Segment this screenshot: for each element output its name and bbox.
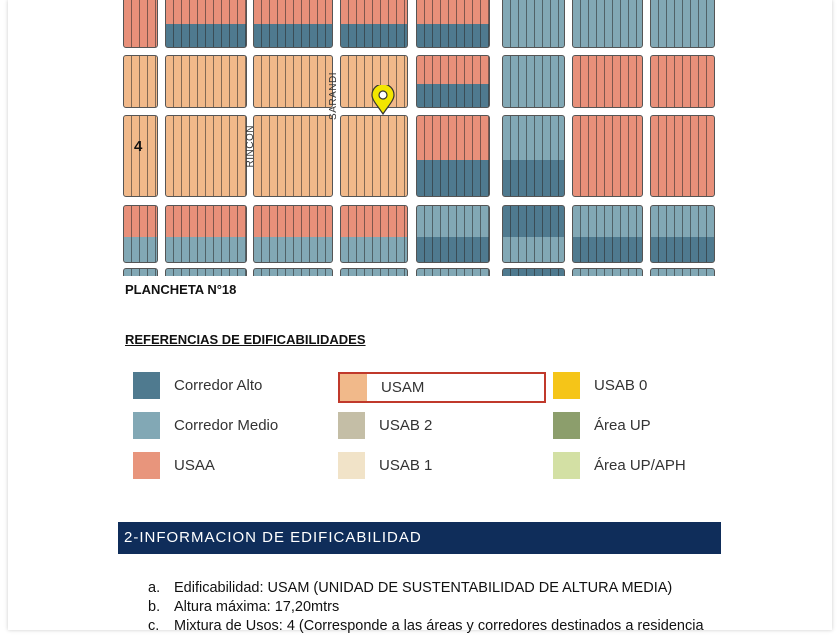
list-item: b. Altura máxima: 17,20mtrs bbox=[148, 599, 713, 618]
map-block bbox=[123, 115, 158, 197]
zoning-map: SARANDI RINCON 4 bbox=[123, 0, 715, 276]
legend-swatch bbox=[338, 452, 365, 479]
map-block bbox=[416, 205, 490, 263]
map-block bbox=[650, 268, 715, 276]
map-block bbox=[502, 55, 565, 108]
map-block bbox=[502, 115, 565, 197]
legend-item: USAB 0 bbox=[553, 372, 647, 399]
map-block bbox=[416, 115, 490, 197]
map-block bbox=[340, 0, 408, 48]
legend-label: Corredor Alto bbox=[174, 377, 263, 394]
map-block bbox=[416, 268, 490, 276]
legend-label: USAM bbox=[381, 379, 425, 396]
map-block bbox=[502, 205, 565, 263]
legend-swatch bbox=[553, 412, 580, 439]
map-block bbox=[253, 55, 333, 108]
list-item: a. Edificabilidad: USAM (UNIDAD DE SUSTEN… bbox=[148, 580, 713, 599]
map-block bbox=[253, 268, 333, 276]
map-block bbox=[165, 268, 247, 276]
legend-label: USAB 0 bbox=[594, 377, 648, 394]
map-block bbox=[253, 115, 333, 197]
map-block bbox=[123, 205, 158, 263]
map-block bbox=[416, 0, 490, 48]
map-block bbox=[340, 115, 408, 197]
legend-item: Área UP bbox=[553, 412, 651, 439]
item-text: Mixtura de Usos: 4 (Corresponde a las ár… bbox=[174, 618, 704, 634]
map-block bbox=[572, 0, 643, 48]
street-label-sarandi: SARANDI bbox=[328, 72, 339, 120]
list-marker: b. bbox=[148, 599, 161, 615]
map-block bbox=[650, 0, 715, 48]
map-block bbox=[650, 205, 715, 263]
legend-item: USAB 2 bbox=[338, 412, 432, 439]
street-label-rincon: RINCON bbox=[245, 125, 256, 168]
list-item: c. Mixtura de Usos: 4 (Corresponde a las … bbox=[148, 618, 713, 637]
map-block bbox=[340, 205, 408, 263]
item-text: Altura máxima: 17,20mtrs bbox=[174, 599, 340, 615]
references-title: REFERENCIAS DE EDIFICABILIDADES bbox=[125, 332, 366, 347]
legend-swatch bbox=[340, 374, 367, 401]
map-block bbox=[253, 0, 333, 48]
legend-item: USAB 1 bbox=[338, 452, 432, 479]
plancheta-label: PLANCHETA N°18 bbox=[125, 282, 237, 297]
map-block bbox=[165, 205, 247, 263]
map-block bbox=[502, 268, 565, 276]
legend-swatch bbox=[338, 412, 365, 439]
map-block bbox=[572, 55, 643, 108]
legend-item: Corredor Medio bbox=[133, 412, 278, 439]
legend-swatch bbox=[133, 372, 160, 399]
list-marker: a. bbox=[148, 580, 161, 596]
legend-label: Corredor Medio bbox=[174, 417, 279, 434]
legend-swatch bbox=[133, 452, 160, 479]
legend-item: USAA bbox=[133, 452, 215, 479]
map-block bbox=[253, 205, 333, 263]
map-block bbox=[165, 115, 247, 197]
legend-swatch bbox=[133, 412, 160, 439]
legend-label: Área UP bbox=[594, 417, 651, 434]
item-text: Edificabilidad: USAM (UNIDAD DE SUSTENTA… bbox=[174, 580, 673, 596]
map-block bbox=[650, 55, 715, 108]
map-block bbox=[123, 268, 158, 276]
legend-item: USAM bbox=[338, 372, 547, 403]
section-header: 2-INFORMACION DE EDIFICABILIDAD bbox=[118, 522, 721, 554]
info-list: a. Edificabilidad: USAM (UNIDAD DE SUSTEN… bbox=[148, 580, 713, 637]
map-block bbox=[123, 55, 158, 108]
map-pin-icon bbox=[371, 85, 395, 115]
map-block bbox=[165, 0, 247, 48]
legend-label: USAA bbox=[174, 457, 215, 474]
map-block bbox=[650, 115, 715, 197]
legend-swatch bbox=[553, 372, 580, 399]
map-block bbox=[572, 268, 643, 276]
zone-number: 4 bbox=[134, 138, 143, 155]
map-block bbox=[502, 0, 565, 48]
list-marker: c. bbox=[148, 618, 160, 634]
legend-label: Área UP/APH bbox=[594, 457, 686, 474]
map-block bbox=[340, 55, 408, 108]
legend-swatch bbox=[553, 452, 580, 479]
map-block bbox=[572, 205, 643, 263]
map-block bbox=[416, 55, 490, 108]
map-block bbox=[165, 55, 247, 108]
legend-item: Corredor Alto bbox=[133, 372, 262, 399]
map-block bbox=[572, 115, 643, 197]
map-block bbox=[340, 268, 408, 276]
legend-item: Área UP/APH bbox=[553, 452, 686, 479]
legend-label: USAB 2 bbox=[379, 417, 433, 434]
legend-label: USAB 1 bbox=[379, 457, 433, 474]
map-block bbox=[123, 0, 158, 48]
